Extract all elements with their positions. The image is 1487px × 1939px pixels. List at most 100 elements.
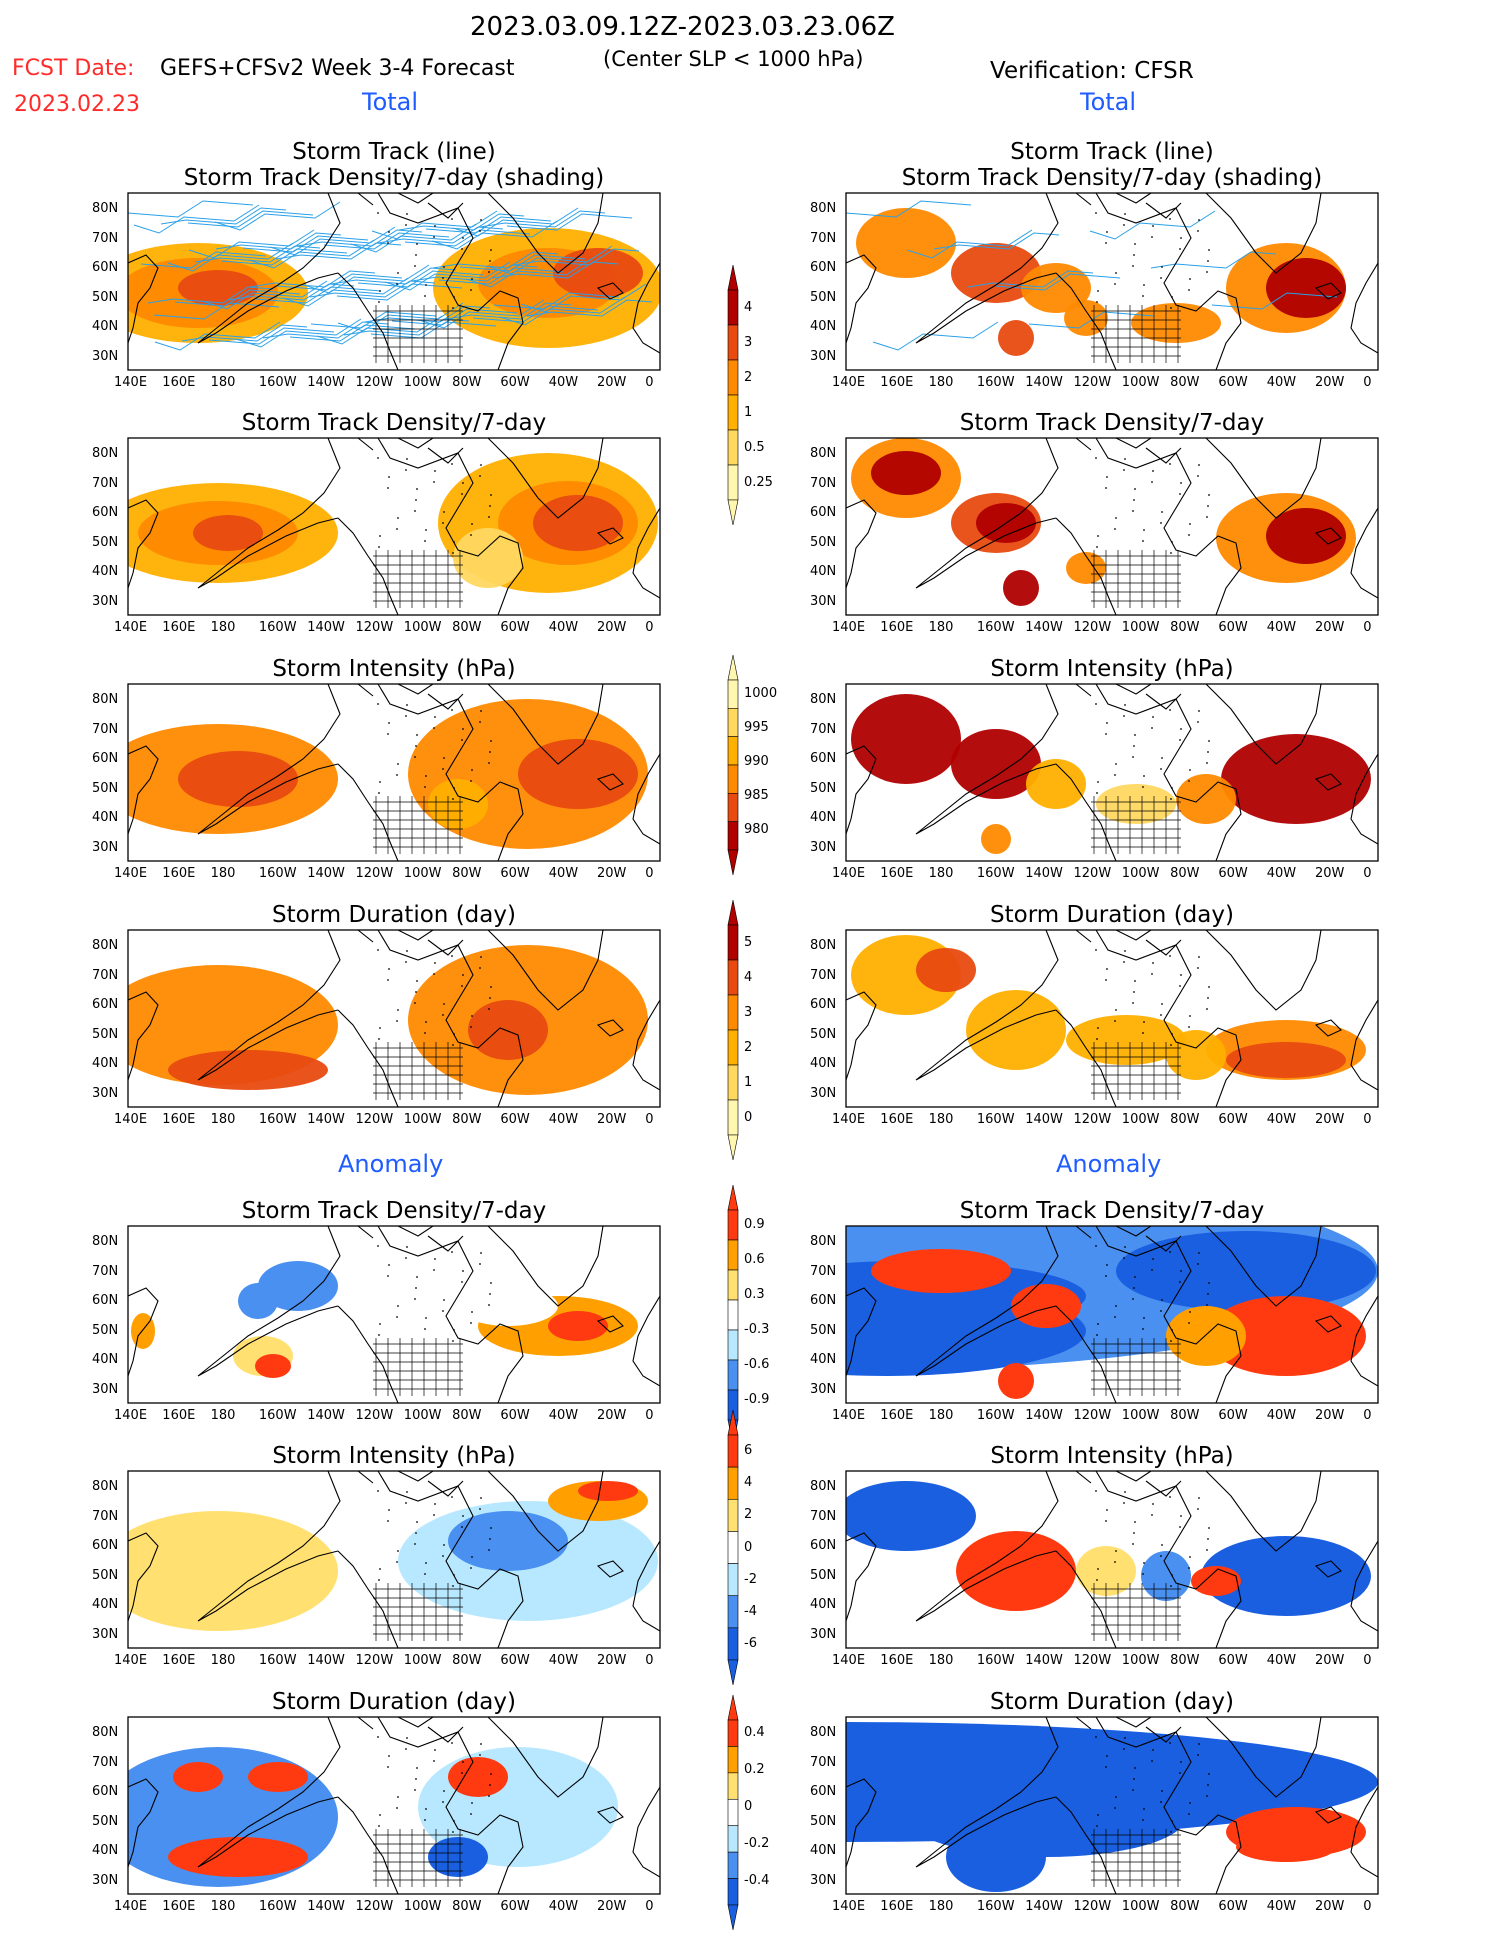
coastline: [846, 684, 1378, 861]
coastline: [846, 1226, 1378, 1403]
lon-label: 160W: [976, 1408, 1015, 1423]
lon-label: 40W: [1266, 1653, 1297, 1668]
lon-label: 160E: [162, 1408, 196, 1423]
lat-label: 60N: [810, 1784, 837, 1799]
lon-label: 140W: [1025, 1899, 1063, 1914]
lon-label: 160E: [880, 1653, 914, 1668]
state-borders: [373, 796, 463, 854]
lakes: [377, 1245, 492, 1342]
colorbar-swatch: [727, 1851, 739, 1879]
colorbar-label: 0: [744, 1109, 753, 1125]
lon-label: 60W: [500, 1899, 530, 1914]
lon-label: 80W: [452, 1112, 482, 1127]
shaded-region: [981, 824, 1011, 854]
map-frame: [845, 1716, 1379, 1895]
lon-label: 140E: [114, 375, 148, 390]
lon-label: 140E: [114, 1112, 148, 1127]
colorbar-swatch: [727, 1798, 739, 1827]
map-panel-right-density: [845, 437, 1379, 616]
map-panel-left-density: [127, 1225, 661, 1404]
shaded-region: [238, 1283, 278, 1319]
lat-label: 60N: [810, 260, 837, 275]
total-label-right: Total: [1080, 88, 1137, 116]
lat-label: 40N: [92, 1843, 119, 1858]
colorbar-swatch: [727, 1466, 739, 1500]
lon-label: 60W: [500, 1408, 530, 1423]
lon-label: 160E: [162, 1899, 196, 1914]
lon-label: 160W: [976, 866, 1015, 881]
state-borders: [1091, 550, 1181, 608]
lat-label: 70N: [92, 1263, 119, 1279]
coastline: [128, 930, 660, 1107]
lon-label: 160E: [880, 620, 914, 635]
lat-label: 70N: [810, 475, 837, 491]
shaded-region: [998, 320, 1034, 356]
colorbar-label: 1: [744, 404, 753, 420]
lon-label: 160W: [976, 1112, 1015, 1127]
lat-label: 70N: [92, 967, 119, 983]
panel-title: Storm Track Density/7-day: [241, 1198, 547, 1224]
lon-label: 180: [928, 866, 954, 881]
lat-label: 50N: [92, 289, 119, 305]
lon-label: 20W: [597, 1408, 627, 1423]
lon-label: 80W: [452, 1653, 482, 1668]
map-frame: [845, 1225, 1379, 1404]
lat-label: 50N: [810, 534, 837, 550]
colorbar-swatch: [727, 394, 739, 431]
lat-label: 70N: [810, 721, 837, 737]
lon-label: 100W: [403, 375, 442, 390]
lat-label: 80N: [92, 201, 119, 216]
lon-label: 180: [210, 1408, 236, 1423]
shaded-region: [871, 451, 941, 495]
map-panel-right-duration: [845, 929, 1379, 1108]
lon-label: 100W: [1121, 866, 1160, 881]
colorbar-label: 4: [744, 1475, 753, 1491]
shaded-region: [1131, 303, 1221, 343]
lon-label: 80W: [1170, 1653, 1200, 1668]
colorbar-label: 4: [744, 969, 753, 985]
lon-label: 60W: [500, 1653, 530, 1668]
lon-label: 160W: [976, 620, 1015, 635]
colorbar-swatch: [727, 1239, 739, 1271]
lon-label: 160W: [258, 620, 297, 635]
colorbar-label: 0.25: [744, 474, 773, 490]
lon-label: 60W: [500, 375, 530, 390]
map-panel-left-track_shade: [127, 192, 661, 371]
colorbar-label: 0.9: [744, 1217, 765, 1232]
colorbar-swatch: [727, 1627, 739, 1661]
shaded-region: [173, 1762, 223, 1792]
panel-title: Storm Track (line): [292, 139, 496, 165]
lat-label: 50N: [92, 1026, 119, 1042]
lon-label: 140W: [307, 1408, 345, 1423]
lat-label: 70N: [92, 475, 119, 491]
colorbar-swatch: [727, 1719, 739, 1747]
colorbar-label: 1000: [744, 686, 778, 702]
colorbar-swatch: [727, 1099, 739, 1136]
shaded-region: [428, 1837, 488, 1877]
colorbar-swatch: [727, 994, 739, 1031]
lon-label: 180: [210, 1112, 236, 1127]
lon-label: 60W: [1218, 1899, 1248, 1914]
coastline: [128, 1717, 660, 1894]
lon-label: 80W: [452, 375, 482, 390]
lon-label: 20W: [597, 1653, 627, 1668]
shaded-region: [998, 1363, 1034, 1399]
state-borders: [1091, 796, 1181, 854]
map-panel-left-duration: [127, 1716, 661, 1895]
lat-label: 60N: [92, 751, 119, 766]
lat-label: 40N: [92, 810, 119, 825]
panel-title: Storm Duration (day): [272, 1689, 516, 1715]
lon-label: 40W: [1266, 1899, 1297, 1914]
lat-label: 60N: [810, 1538, 837, 1553]
lat-label: 70N: [92, 230, 119, 246]
lon-label: 80W: [1170, 1899, 1200, 1914]
lon-label: 60W: [1218, 866, 1248, 881]
shaded-region: [1021, 263, 1091, 313]
colorbar-label: 2: [744, 369, 753, 385]
shaded-region: [1066, 1015, 1186, 1065]
lon-label: 100W: [403, 1899, 442, 1914]
lon-label: 60W: [1218, 1653, 1248, 1668]
lon-label: 180: [928, 1653, 954, 1668]
lat-label: 30N: [810, 1626, 837, 1642]
colorbar-label: 0.2: [744, 1762, 765, 1778]
